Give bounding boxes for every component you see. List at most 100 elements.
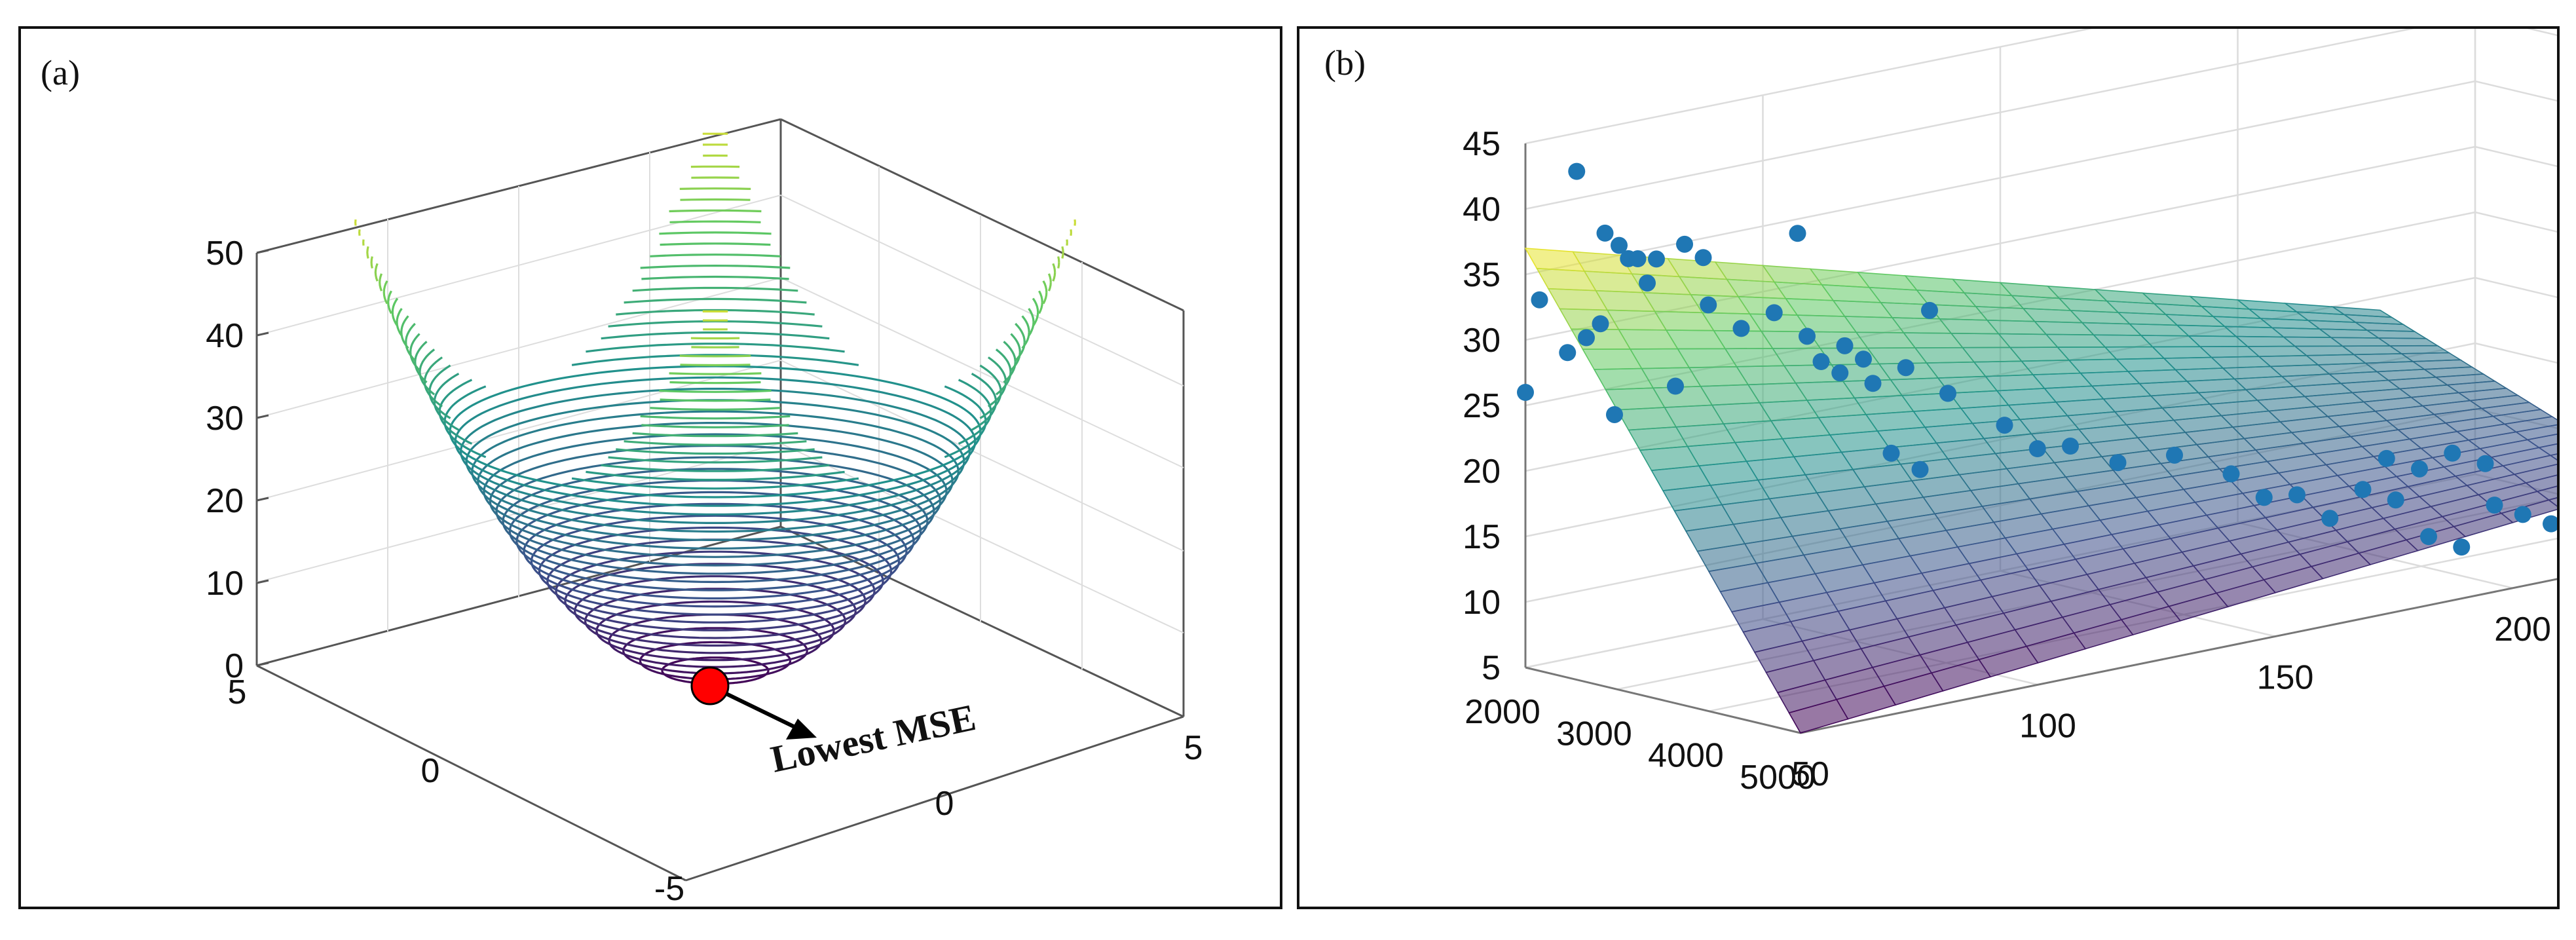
contour-ring xyxy=(584,588,846,654)
contour-ring xyxy=(366,165,1064,340)
scatter-point xyxy=(2444,444,2461,462)
contour-ring xyxy=(454,376,977,507)
scatter-point xyxy=(1700,296,1717,314)
regression-plane-b xyxy=(1524,248,2557,734)
scatter-point xyxy=(1578,329,1595,347)
scatter-point xyxy=(1629,250,1647,268)
scatter-point xyxy=(1765,304,1783,322)
grid-line xyxy=(2474,276,2557,299)
plane-cell xyxy=(2524,474,2557,493)
x-axis-line xyxy=(1525,666,1801,734)
z-tick-label: 30 xyxy=(206,400,244,438)
scatter-point xyxy=(1897,359,1914,377)
contour-ring xyxy=(477,422,954,541)
scatter-point xyxy=(2411,460,2428,478)
z-tick-mark xyxy=(256,414,269,419)
plane-cell xyxy=(2547,497,2557,507)
scatter-point xyxy=(1939,385,1956,402)
z-tick-mark xyxy=(256,497,269,502)
contour-ring xyxy=(538,526,893,616)
contour-ring xyxy=(391,231,1039,393)
panel-label-b: (b) xyxy=(1324,43,1366,83)
scatter-point xyxy=(2453,538,2471,556)
plane-cell xyxy=(2501,455,2557,475)
scatter-point xyxy=(1568,162,1586,180)
contour-ring xyxy=(396,242,1035,402)
scatter-point xyxy=(1855,350,1872,368)
contour-ring xyxy=(564,563,867,639)
contour-ring xyxy=(471,410,960,533)
scatter-point xyxy=(1996,417,2013,434)
z-tick-label: 10 xyxy=(206,565,244,603)
scatter-point xyxy=(1789,225,1806,242)
y-axis-line xyxy=(1800,578,2557,734)
contour-ring xyxy=(379,198,1052,367)
z-tick-label: 30 xyxy=(1463,322,1501,360)
z-tick-label: 10 xyxy=(1463,584,1501,622)
scatter-point xyxy=(2166,446,2183,464)
plane-cell xyxy=(2513,464,2557,484)
contour-ring xyxy=(362,154,1068,331)
contour-ring xyxy=(608,613,823,668)
contour-ring xyxy=(449,365,982,498)
scatter-point xyxy=(2387,491,2404,509)
grid-line xyxy=(2474,145,2557,168)
scatter-point xyxy=(2288,486,2305,504)
scatter-point xyxy=(2354,481,2372,498)
scatter-point xyxy=(1836,337,1854,354)
plane-cell xyxy=(2536,485,2557,501)
scatter-point xyxy=(1799,328,1816,345)
box-right-bottom xyxy=(685,715,1184,882)
y-tick-label: 200 xyxy=(2494,611,2551,649)
grid-line xyxy=(256,277,781,419)
contour-ring xyxy=(530,514,901,608)
z-tick-label: 50 xyxy=(206,235,244,273)
scatter-point xyxy=(1911,461,1929,478)
scatter-point xyxy=(2321,510,2339,527)
grid-line xyxy=(2474,211,2557,233)
x-tick-label: -5 xyxy=(654,870,684,907)
grid-line xyxy=(780,360,1184,552)
z-tick-mark xyxy=(256,662,269,667)
scatter-point xyxy=(2062,438,2079,455)
contour-ring xyxy=(383,209,1048,375)
grid-line xyxy=(2526,29,2557,37)
y-tick-label: 150 xyxy=(2257,659,2314,697)
z-tick-label: 15 xyxy=(1463,518,1501,556)
grid-line xyxy=(2474,80,2557,102)
scatter-point xyxy=(1517,384,1534,401)
plane-cell xyxy=(2526,434,2557,449)
scatter-point xyxy=(1611,236,1628,254)
scatter-point xyxy=(1676,235,1693,253)
contour-ring xyxy=(409,275,1021,428)
contour-ring xyxy=(555,550,876,631)
scatter-point xyxy=(2476,455,2494,472)
plane-cell xyxy=(2549,453,2557,461)
plane-cell xyxy=(2537,443,2557,457)
y-tick-label: 0 xyxy=(421,752,440,790)
scatter-point xyxy=(1732,320,1750,337)
scatter-point xyxy=(2255,489,2273,506)
grid-line xyxy=(256,195,781,336)
contour-ring xyxy=(574,575,857,647)
y-tick-label: 5 xyxy=(228,673,247,711)
grid-line xyxy=(780,277,1184,468)
scatter-point xyxy=(1531,291,1548,309)
contour-ring xyxy=(459,387,971,516)
x-tick-label: 5 xyxy=(1184,729,1203,767)
x-tick-label: 5000 xyxy=(1740,759,1816,797)
scatter-point xyxy=(2514,506,2531,523)
scatter-point xyxy=(1667,377,1684,395)
z-tick-label: 40 xyxy=(1463,191,1501,229)
contour-surface-a xyxy=(354,132,1076,685)
contour-ring xyxy=(495,456,935,567)
scatter-point xyxy=(1812,353,1830,371)
contour-ring xyxy=(515,491,915,592)
panel-label-a: (a) xyxy=(41,53,80,92)
contour-ring xyxy=(405,264,1026,420)
scatter-point xyxy=(2420,528,2437,546)
